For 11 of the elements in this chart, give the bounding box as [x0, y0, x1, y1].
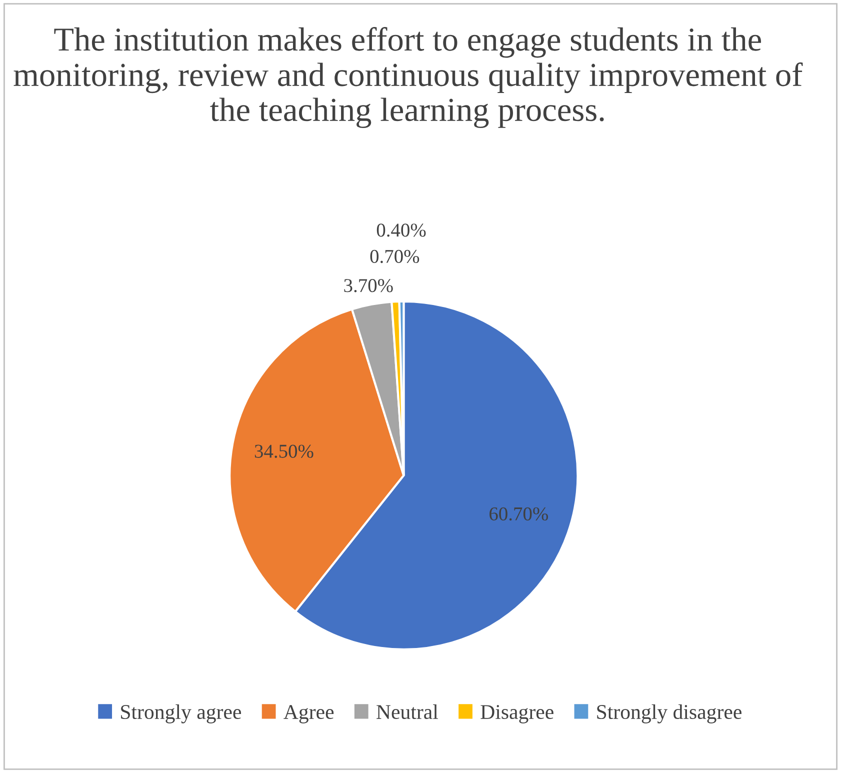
data-label: 0.40% — [376, 224, 426, 237]
data-label: 3.70% — [344, 279, 393, 292]
legend-label: Disagree — [480, 705, 554, 724]
legend-label: Agree — [284, 705, 334, 724]
legend-label: Strongly disagree — [597, 704, 742, 724]
data-label: 34.50% — [254, 444, 314, 458]
chart-title: The institution makes effort to engage students in the monitoring, review and continuous quality improvement of the teaching learning process. — [14, 27, 803, 128]
legend-label: Neutral — [376, 704, 438, 720]
data-label: 60.70% — [490, 507, 548, 521]
legend-label: Strongly agree — [121, 704, 242, 724]
data-label: 0.70% — [370, 250, 420, 264]
